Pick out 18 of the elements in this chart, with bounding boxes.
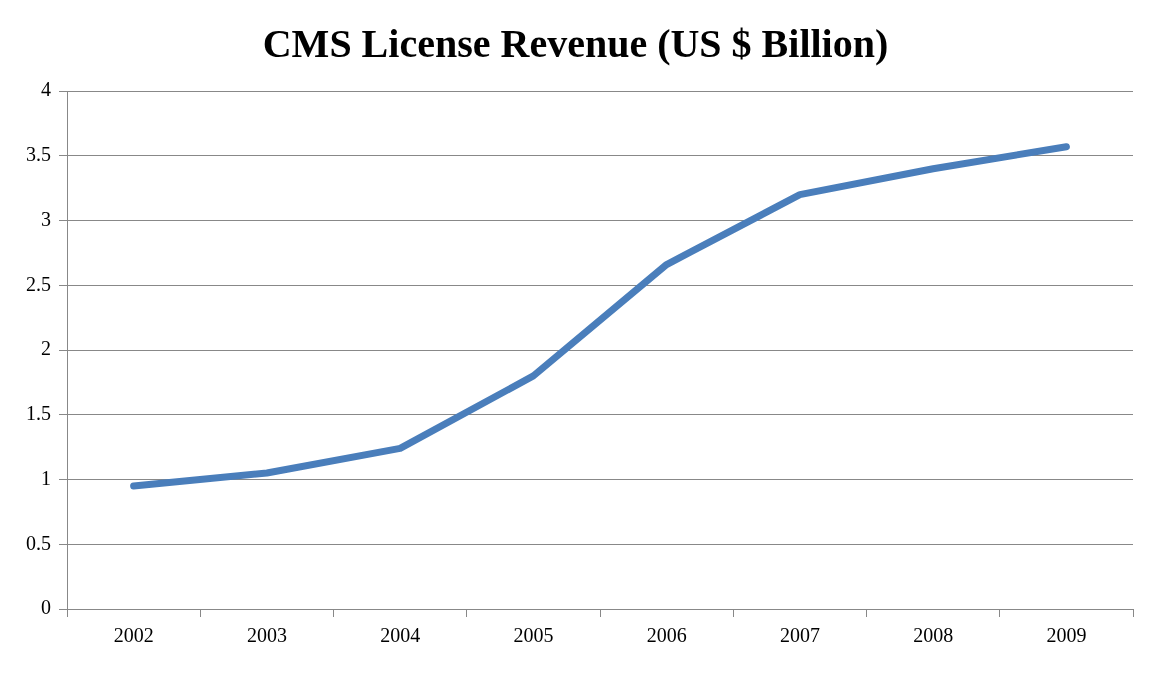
y-tick-label: 1.5: [26, 402, 51, 424]
chart-title: CMS License Revenue (US $ Billion): [262, 21, 889, 67]
y-tick-label: 1: [41, 466, 51, 489]
y-tick-label: 2: [41, 337, 51, 360]
y-tick-label: 0.5: [26, 531, 51, 554]
x-tick-label: 2008: [913, 624, 954, 647]
x-tick-label: 2007: [779, 624, 820, 647]
y-tick-label: 0: [41, 596, 51, 619]
x-tick-label: 2006: [646, 624, 687, 647]
y-tick-label: 3.5: [26, 143, 51, 165]
x-tick-label: 2002: [113, 624, 154, 647]
x-tick-label: 2009: [1046, 624, 1087, 647]
x-tick-label: 2004: [380, 624, 421, 647]
x-tick-label: 2005: [513, 624, 554, 647]
x-tick-label: 2003: [246, 624, 287, 647]
y-tick-label: 2.5: [26, 272, 51, 295]
y-tick-label: 4: [41, 78, 51, 101]
y-tick-label: 3: [41, 207, 51, 230]
